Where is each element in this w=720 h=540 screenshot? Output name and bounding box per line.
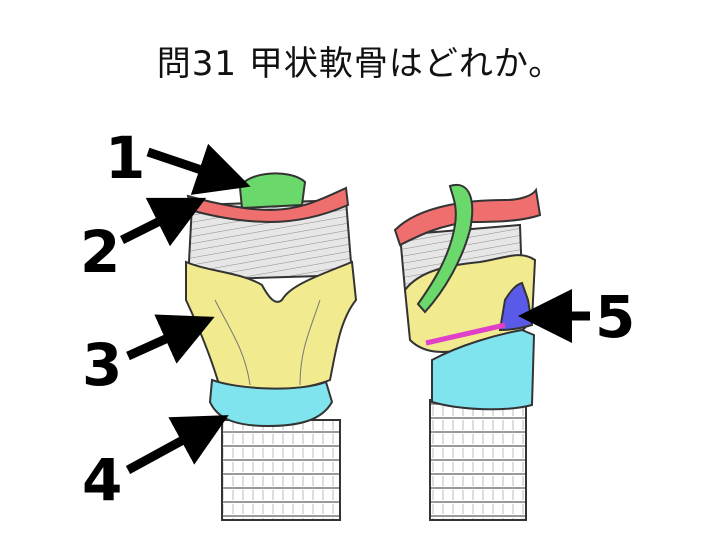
- cricoid-cartilage-lateral: [431, 328, 536, 411]
- trachea-lateral: [429, 399, 527, 521]
- arrow-3: [126, 314, 215, 364]
- thyroid-cartilage-front: [185, 260, 358, 392]
- label-number-1: 1: [105, 124, 145, 192]
- label-number-2: 2: [80, 218, 120, 286]
- arrow-4: [125, 415, 229, 474]
- question-title: 問31 甲状軟骨はどれか。: [156, 44, 564, 84]
- trachea-front: [221, 419, 341, 521]
- arrow-2: [119, 197, 207, 247]
- label-5: 5: [518, 283, 635, 351]
- label-number-3: 3: [82, 331, 122, 399]
- label-number-4: 4: [82, 446, 122, 514]
- vocal-ligament: [425, 322, 506, 346]
- larynx-lateral-view: [393, 183, 542, 521]
- label-3: 3: [82, 314, 215, 399]
- label-1: 1: [105, 124, 251, 195]
- label-2: 2: [80, 197, 207, 286]
- epiglottis-lateral: [416, 183, 474, 314]
- arrow-1: [146, 143, 251, 195]
- hyoid-bone-front: [186, 186, 350, 224]
- epiglottis-front: [238, 172, 307, 210]
- label-number-5: 5: [595, 283, 635, 351]
- label-4: 4: [82, 415, 229, 514]
- larynx-front-view: [185, 172, 358, 521]
